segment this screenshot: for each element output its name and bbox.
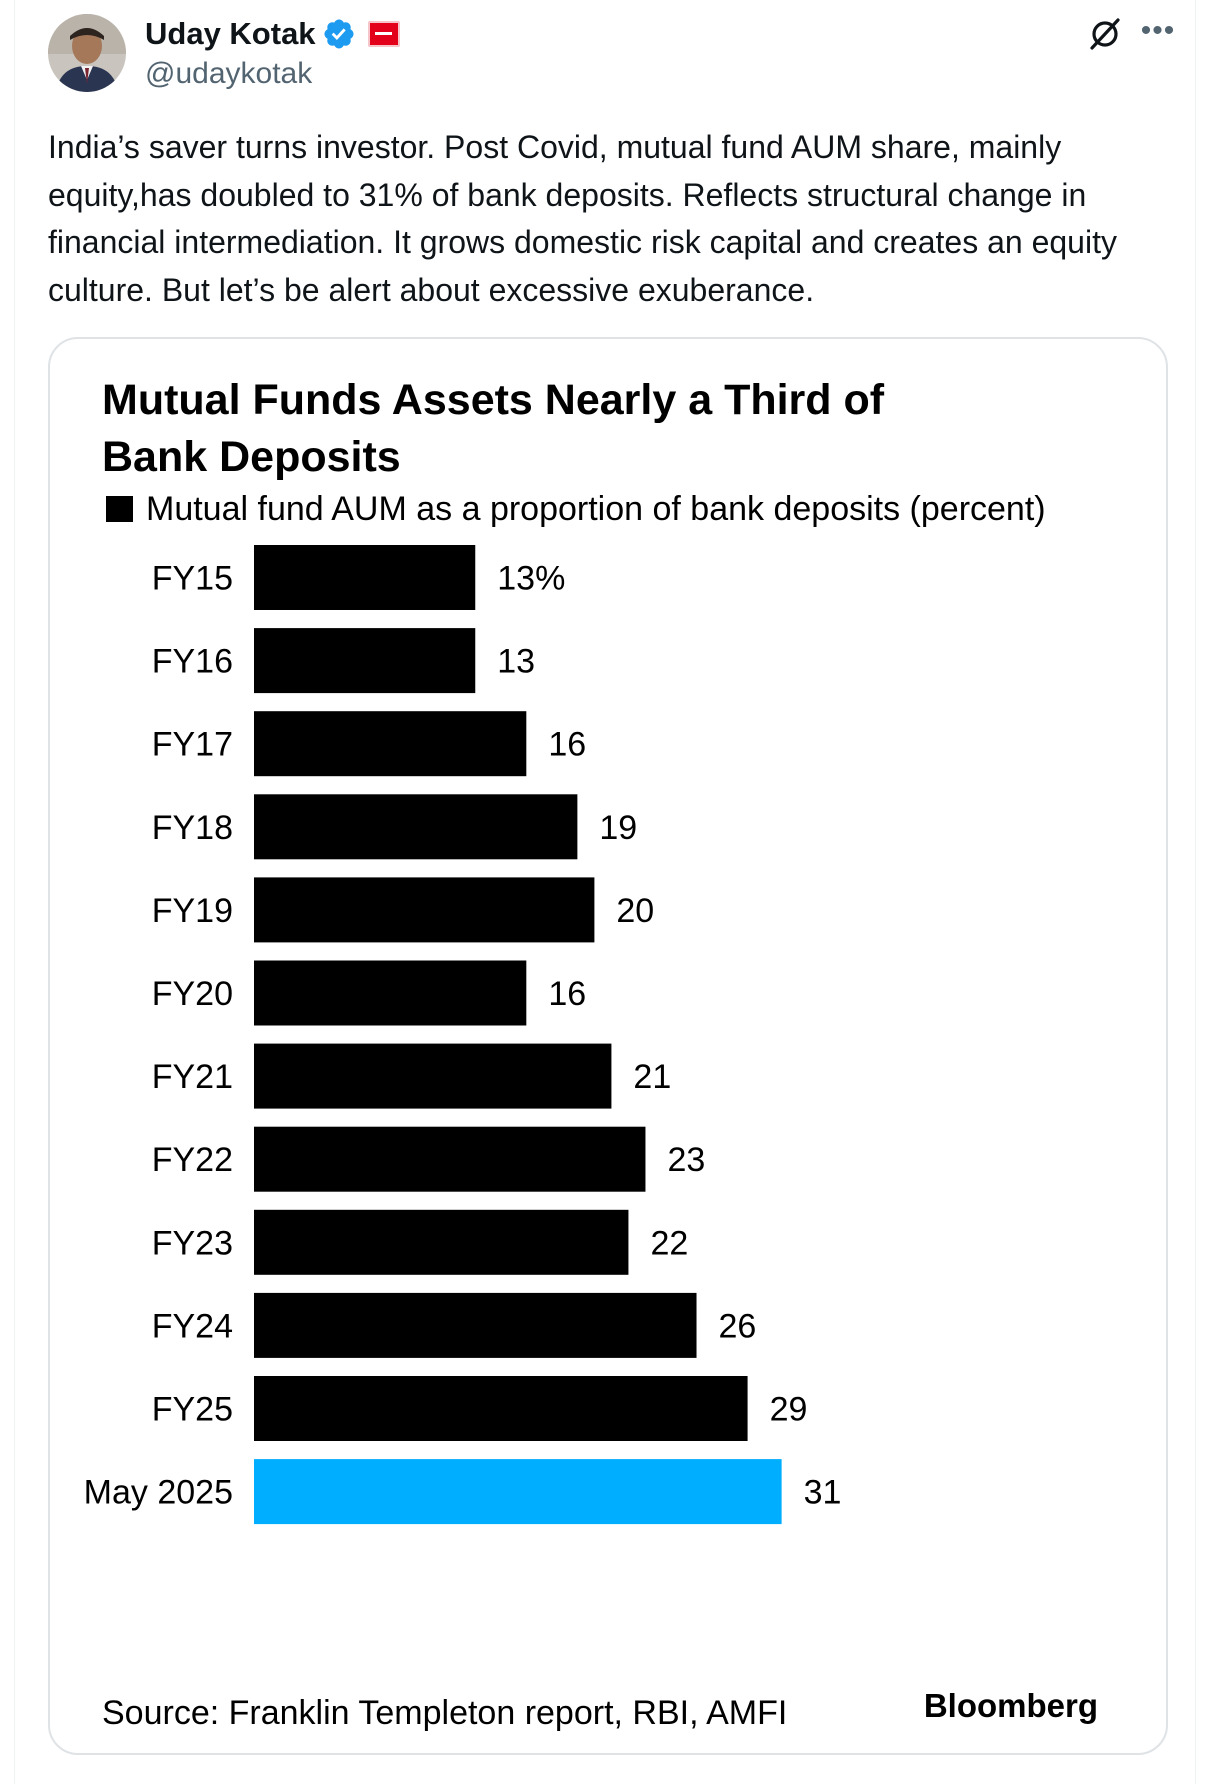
category-label: FY19 — [152, 892, 233, 930]
category-label: May 2025 — [84, 1474, 233, 1512]
chart-title: Mutual Funds Assets Nearly a Third of Ban… — [102, 376, 885, 481]
category-label: FY15 — [152, 560, 233, 598]
bar-fy21 — [254, 1043, 612, 1109]
legend-label: Mutual fund AUM as a proportion of bank … — [146, 490, 1046, 528]
bar-fy20 — [254, 960, 527, 1026]
bar-fy23 — [254, 1209, 629, 1275]
category-label: FY25 — [152, 1391, 233, 1429]
category-label: FY17 — [152, 726, 233, 764]
category-label: FY21 — [152, 1058, 233, 1096]
tweet-container — [14, 0, 1196, 1784]
value-label: 19 — [599, 809, 637, 847]
value-label: 23 — [667, 1141, 705, 1179]
bloomberg-logo: Bloomberg — [924, 1687, 1098, 1724]
bar-fy25 — [254, 1376, 748, 1441]
more-icon[interactable]: ••• — [1140, 14, 1176, 47]
value-label: 16 — [548, 726, 586, 764]
chart-source: Source: Franklin Templeton report, RBI, … — [102, 1694, 787, 1732]
affiliate-badge-icon[interactable] — [367, 21, 400, 47]
value-label: 13 — [497, 643, 535, 681]
value-label: 16 — [548, 975, 586, 1013]
category-label: FY18 — [152, 809, 233, 847]
value-label: 21 — [633, 1058, 671, 1096]
category-label: FY20 — [152, 975, 233, 1013]
verified-badge-icon — [324, 19, 354, 49]
value-label: 20 — [616, 892, 654, 930]
value-label: 22 — [650, 1224, 688, 1262]
value-label: 31 — [804, 1474, 842, 1512]
bar-fy15 — [254, 545, 476, 610]
media-card[interactable]: Mutual Funds Assets Nearly a Third of Ban… — [48, 337, 1168, 1755]
bar-chart: Mutual Funds Assets Nearly a Third of Ban… — [84, 376, 1098, 1732]
bar-fy24 — [254, 1292, 697, 1358]
avatar-image — [48, 14, 126, 92]
category-label: FY23 — [152, 1224, 233, 1262]
category-label: FY24 — [152, 1307, 233, 1345]
value-label: 13% — [497, 560, 565, 598]
author-handle[interactable]: @udaykotak — [145, 57, 313, 90]
tweet-text: India’s saver turns investor. Post Covid… — [48, 129, 1117, 308]
bar-fy18 — [254, 794, 578, 860]
value-label: 26 — [719, 1307, 757, 1345]
author-name-row[interactable]: Uday Kotak — [145, 16, 400, 52]
grok-icon[interactable] — [1085, 14, 1125, 54]
value-label: 29 — [770, 1391, 808, 1429]
category-label: FY16 — [152, 643, 233, 681]
author-name[interactable]: Uday Kotak — [145, 16, 316, 51]
bar-fy16 — [254, 628, 476, 694]
bar-fy22 — [254, 1126, 646, 1192]
bar-fy17 — [254, 711, 527, 777]
category-label: FY22 — [152, 1141, 233, 1179]
legend-swatch — [106, 496, 133, 522]
bar-may-2025 — [254, 1459, 782, 1525]
bar-fy19 — [254, 877, 595, 943]
avatar[interactable] — [48, 14, 126, 92]
